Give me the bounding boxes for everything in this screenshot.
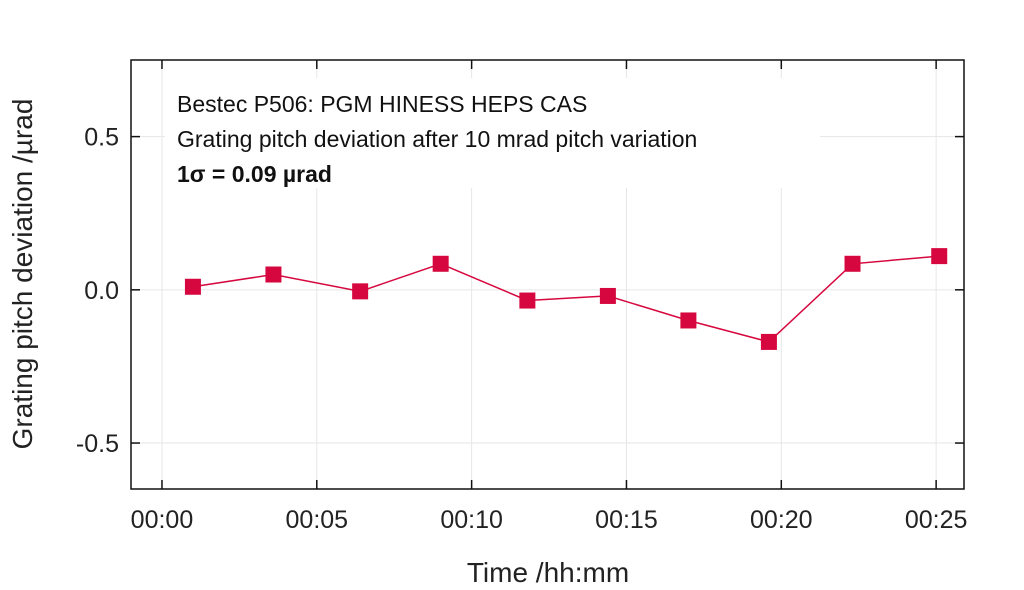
x-tick-label: 00:25: [905, 506, 968, 534]
series-line: [192, 255, 940, 343]
data-point: [265, 266, 282, 283]
data-point: [844, 255, 861, 272]
data-point: [931, 248, 948, 265]
x-tick-label: 00:15: [595, 506, 658, 534]
data-point: [519, 292, 536, 309]
annotation-line: Grating pitch deviation after 10 mrad pi…: [177, 126, 697, 152]
y-tick-label: 0.0: [84, 277, 119, 305]
axis-ticks: 00:00 00:05 00:10 00:15 00:20 00:25 0.5 0.0 -0.5: [76, 60, 968, 534]
annotation-block: Bestec P506: PGM HINESS HEPS CAS Grating …: [177, 91, 697, 187]
data-point: [760, 333, 777, 350]
y-axis-title: Grating pitch deviation /µrad: [7, 99, 38, 450]
annotation-line: Bestec P506: PGM HINESS HEPS CAS: [177, 91, 587, 117]
grid-lines: [131, 60, 964, 489]
data-point: [352, 283, 369, 300]
annotation-line: 1σ = 0.09 µrad: [177, 161, 332, 187]
data-point: [184, 278, 201, 295]
x-axis-title: Time /hh:mm: [467, 557, 629, 588]
data-point: [599, 287, 616, 304]
data-point: [432, 255, 449, 272]
annotation-background: [165, 78, 820, 188]
x-tick-label: 00:05: [286, 506, 349, 534]
x-tick-label: 00:20: [750, 506, 813, 534]
y-tick-label: 0.5: [84, 124, 119, 152]
x-tick-label: 00:00: [131, 506, 194, 534]
plot-frame: [130, 59, 965, 490]
y-tick-label: -0.5: [76, 430, 119, 458]
x-tick-label: 00:10: [440, 506, 503, 534]
data-series: [184, 248, 948, 350]
data-point: [680, 312, 697, 329]
